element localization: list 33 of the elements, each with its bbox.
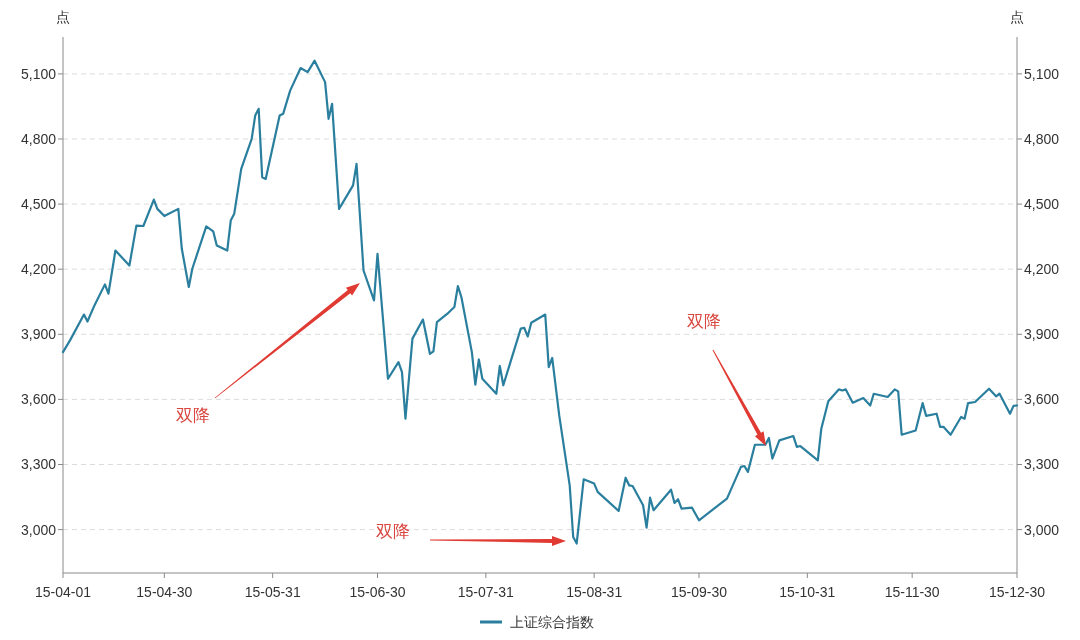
x-tick-label: 15-11-30 (884, 584, 940, 600)
y-tick-label: 5,100 (20, 65, 57, 82)
x-tick-label: 15-04-01 (34, 584, 92, 600)
y2-tick-label: 3,300 (1024, 456, 1060, 473)
x-tick-label: 15-05-31 (244, 584, 301, 600)
y2-axis-title: 点 (1010, 9, 1024, 25)
y2-tick-label: 3,900 (1024, 326, 1060, 343)
annotation: 双降 (176, 406, 210, 425)
y-tick-label: 4,500 (20, 196, 57, 213)
y-tick-label: 4,800 (20, 130, 57, 147)
y2-tick-label: 3,000 (1024, 521, 1060, 538)
y2-tick-label: 4,200 (1024, 261, 1060, 278)
line-series (61, 59, 1019, 545)
x-tick-label: 15-04-30 (136, 584, 193, 600)
y2-tick-label: 4,800 (1024, 130, 1060, 147)
x-tick-label: 15-09-30 (670, 584, 728, 600)
y-tick-label: 3,900 (20, 326, 57, 343)
y2-tick-label: 3,600 (1024, 391, 1060, 408)
y-tick-label: 3,300 (20, 456, 57, 473)
y-tick-label: 4,200 (20, 261, 57, 278)
legend-label: 上证综合指数 (510, 614, 594, 630)
y-axis-title: 点 (56, 9, 70, 25)
x-tick-label: 15-12-30 (988, 584, 1046, 600)
y-tick-label: 3,600 (20, 391, 57, 408)
y2-tick-label: 5,100 (1024, 65, 1060, 82)
annotation: 双降 (376, 522, 410, 541)
y2-tick-label: 4,500 (1024, 196, 1060, 213)
x-tick-label: 15-06-30 (349, 584, 406, 600)
x-tick-label: 15-10-31 (779, 584, 836, 600)
annotation: 双降 (687, 312, 721, 331)
x-tick-label: 15-08-31 (566, 584, 623, 600)
x-tick-label: 15-07-31 (457, 584, 515, 600)
y-tick-label: 3,000 (20, 521, 57, 538)
